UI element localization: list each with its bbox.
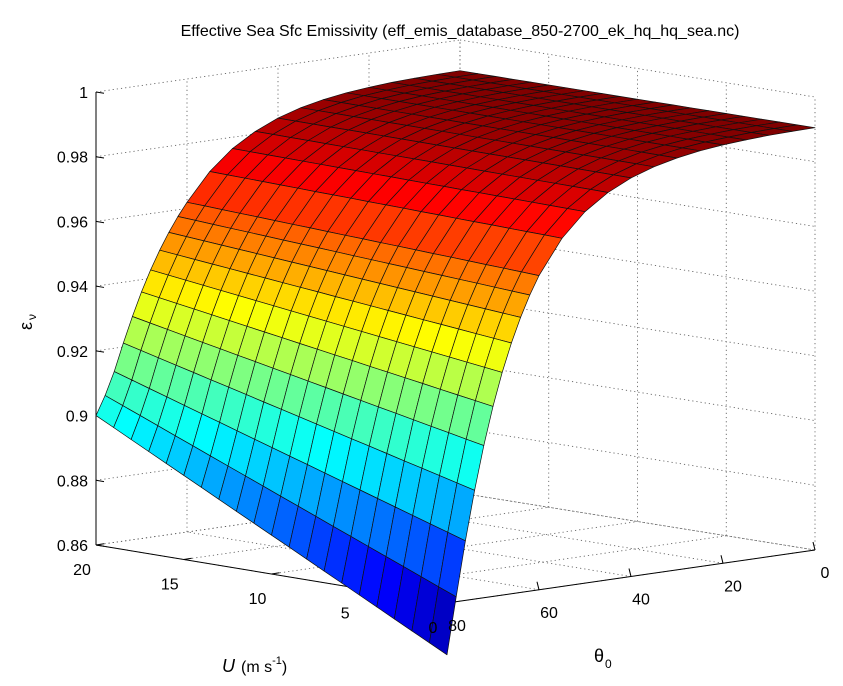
x-axis-label: θ0 — [594, 646, 612, 671]
z-tick-label: 0.94 — [57, 279, 88, 296]
tick-labels: 1 0.98 0.96 0.94 0.92 0.9 0.88 0.86 0 20 40 60 80 0 5 1… — [57, 85, 830, 637]
y-tick — [271, 572, 280, 575]
emissivity-surface — [95, 70, 816, 656]
grid-line-y — [359, 535, 727, 589]
z-tick-label: 1 — [79, 85, 88, 102]
z-tick-label: 0.9 — [66, 409, 88, 426]
surface-cell — [429, 586, 457, 656]
y-axis-label: U (m s-1) — [222, 655, 287, 676]
z-tick-label: 0.88 — [57, 473, 88, 490]
z-tick-label: 0.98 — [57, 150, 88, 167]
y-tick-label: 20 — [73, 562, 91, 579]
grid-line-z — [459, 39, 816, 98]
grid-line-z — [459, 427, 816, 486]
x-tick-label: 40 — [632, 592, 650, 609]
z-tick — [95, 220, 105, 224]
z-tick-label: 0.92 — [57, 344, 88, 361]
y-tick-label: 5 — [341, 606, 350, 623]
x-tick — [720, 555, 724, 564]
grid-line-z — [459, 492, 816, 551]
x-tick-label: 0 — [821, 565, 830, 582]
chart-title: Effective Sea Sfc Emissivity (eff_emis_d… — [181, 23, 740, 40]
z-tick-label: 0.86 — [57, 538, 88, 555]
y-tick — [183, 557, 192, 560]
z-tick — [95, 91, 105, 94]
x-tick-label: 80 — [448, 618, 466, 635]
x-tick — [812, 541, 816, 551]
z-axis-label: εν — [16, 314, 39, 330]
grid-line-x — [186, 531, 540, 591]
y-tick — [95, 543, 105, 546]
y-tick-label: 10 — [249, 591, 267, 608]
grid-line-y — [183, 506, 549, 560]
grid-line-z — [459, 363, 816, 421]
x-tick — [536, 581, 540, 590]
grid-line-x — [459, 492, 816, 551]
x-tick — [628, 568, 632, 577]
z-tick — [95, 285, 105, 288]
z-tick-label: 0.96 — [57, 214, 88, 231]
z-tick — [95, 156, 105, 159]
grid-line-x — [277, 518, 632, 577]
x-tick-label: 60 — [540, 605, 558, 622]
y-tick-label: 0 — [429, 620, 438, 637]
z-tick — [95, 479, 105, 483]
z-tick — [95, 350, 105, 353]
x-tick-label: 20 — [724, 578, 742, 595]
y-tick-label: 15 — [161, 577, 179, 594]
